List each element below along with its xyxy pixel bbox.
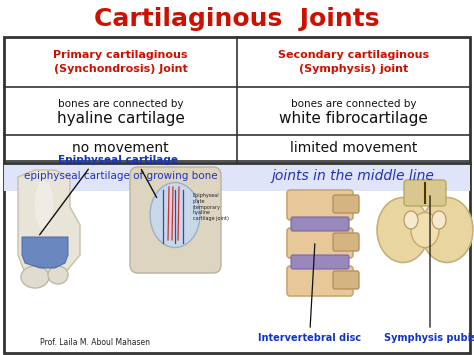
Text: no movement: no movement xyxy=(72,141,169,155)
Polygon shape xyxy=(18,170,80,280)
Text: Cartilaginous  Joints: Cartilaginous Joints xyxy=(94,7,380,31)
Text: bones are connected by: bones are connected by xyxy=(291,99,416,109)
Text: Epiphyseal
plate
(temporary
hyaline
cartilage joint): Epiphyseal plate (temporary hyaline cart… xyxy=(193,193,229,221)
FancyBboxPatch shape xyxy=(287,228,353,258)
Text: Symphysis pubis: Symphysis pubis xyxy=(383,333,474,343)
Polygon shape xyxy=(22,237,68,268)
Text: Epiphyseal cartilage: Epiphyseal cartilage xyxy=(58,155,178,165)
Text: epiphyseal cartilage of growing bone: epiphyseal cartilage of growing bone xyxy=(24,171,217,181)
Ellipse shape xyxy=(377,197,429,262)
Ellipse shape xyxy=(21,266,49,288)
Text: Prof. Laila M. Aboul Mahasen: Prof. Laila M. Aboul Mahasen xyxy=(40,338,150,347)
Ellipse shape xyxy=(411,213,439,247)
Bar xyxy=(4,37,470,163)
Bar xyxy=(4,163,470,353)
FancyBboxPatch shape xyxy=(130,167,221,273)
Text: Primary cartilaginous
(Synchondrosis) Joint: Primary cartilaginous (Synchondrosis) Jo… xyxy=(53,50,188,73)
FancyBboxPatch shape xyxy=(333,271,359,289)
Text: joints in the middle line: joints in the middle line xyxy=(272,169,435,183)
FancyBboxPatch shape xyxy=(404,180,446,206)
Ellipse shape xyxy=(432,211,446,229)
Ellipse shape xyxy=(48,266,68,284)
FancyBboxPatch shape xyxy=(333,233,359,251)
FancyBboxPatch shape xyxy=(287,190,353,220)
Text: bones are connected by: bones are connected by xyxy=(58,99,183,109)
Ellipse shape xyxy=(150,182,200,247)
FancyBboxPatch shape xyxy=(291,217,349,231)
Bar xyxy=(4,161,470,191)
Text: white fibrocartilage: white fibrocartilage xyxy=(279,111,428,126)
Ellipse shape xyxy=(421,197,473,262)
Text: Intervertebral disc: Intervertebral disc xyxy=(258,333,362,343)
Ellipse shape xyxy=(35,180,53,230)
Ellipse shape xyxy=(404,211,418,229)
FancyBboxPatch shape xyxy=(333,195,359,213)
Text: hyaline cartilage: hyaline cartilage xyxy=(56,111,184,126)
FancyBboxPatch shape xyxy=(287,266,353,296)
FancyBboxPatch shape xyxy=(291,255,349,269)
Text: Secondary cartilaginous
(Symphysis) joint: Secondary cartilaginous (Symphysis) join… xyxy=(278,50,429,73)
Text: limited movement: limited movement xyxy=(290,141,417,155)
